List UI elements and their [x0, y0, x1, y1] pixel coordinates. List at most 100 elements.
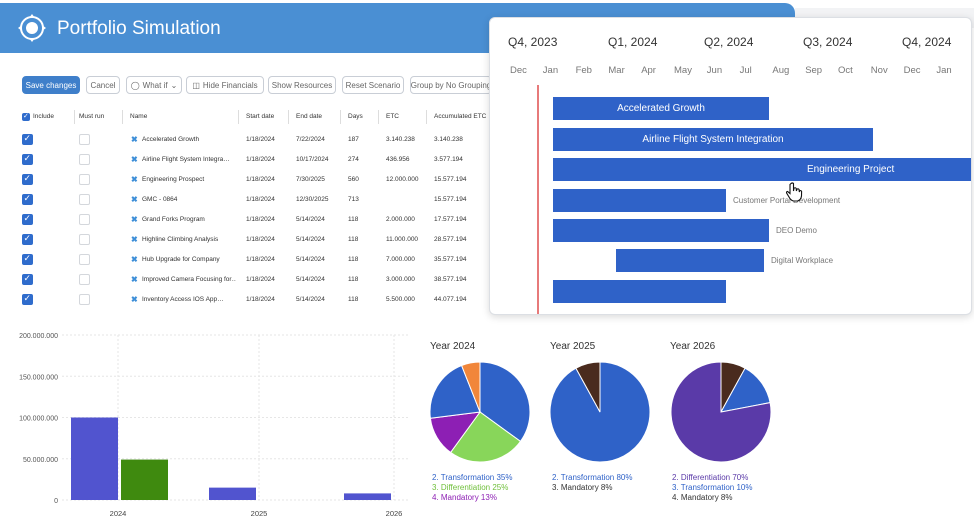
- pie-legend-2024: 2. Transformation 35% 3. Differentiation …: [432, 473, 512, 503]
- gantt-bar[interactable]: Engineering Project: [553, 158, 971, 181]
- month-label: Aug: [772, 65, 790, 76]
- must-run-checkbox[interactable]: [79, 134, 90, 145]
- gantt-bar[interactable]: [553, 280, 726, 303]
- today-marker: [537, 85, 539, 314]
- project-name[interactable]: Highline Climbing Analysis: [142, 236, 219, 243]
- include-checkbox[interactable]: [22, 213, 33, 225]
- project-name[interactable]: Improved Camera Focusing for…: [142, 276, 236, 283]
- month-label: Jan: [936, 65, 952, 76]
- project-name[interactable]: Grand Forks Program: [142, 216, 205, 223]
- project-icon: ✖: [131, 175, 138, 184]
- quarter-label: Q4, 2024: [902, 35, 952, 49]
- start-date: 1/18/2024: [246, 176, 275, 183]
- what-if-button[interactable]: ◯ What if ⌄: [126, 76, 182, 94]
- table-row[interactable]: ✖ GMC - 0864 1/18/2024 12/30/2025 713 15.577.…: [22, 190, 492, 210]
- table-row[interactable]: ✖ Airline Flight System Integra… 1/18/2024…: [22, 150, 492, 170]
- column-divider: [122, 110, 123, 124]
- gantt-bar[interactable]: [616, 249, 764, 272]
- project-name[interactable]: Engineering Prospect: [142, 176, 205, 183]
- hide-financials-label: Hide Financials: [202, 80, 258, 90]
- gantt-bar[interactable]: Accelerated Growth: [553, 97, 769, 120]
- month-label: Jun: [706, 65, 723, 76]
- gantt-bar-label: DEO Demo: [776, 226, 817, 235]
- legend-item: 2. Transformation 35%: [432, 473, 513, 482]
- what-if-label: What if: [142, 80, 168, 90]
- quarter-label: Q2, 2024: [704, 35, 754, 49]
- gantt-bar[interactable]: [553, 219, 769, 242]
- include-checkbox[interactable]: [22, 133, 33, 145]
- gantt-bar[interactable]: Airline Flight System Integration: [553, 128, 873, 151]
- hide-financials-button[interactable]: ◫ Hide Financials: [186, 76, 264, 94]
- project-name[interactable]: Airline Flight System Integra…: [142, 156, 230, 163]
- cancel-button[interactable]: Cancel: [86, 76, 120, 94]
- show-resources-button[interactable]: Show Resources: [268, 76, 336, 94]
- table-row[interactable]: ✖ Improved Camera Focusing for… 1/18/2024 5…: [22, 270, 492, 290]
- pie-title-2024: Year 2024: [430, 341, 476, 352]
- must-run-checkbox[interactable]: [79, 234, 90, 245]
- project-icon: ✖: [131, 155, 138, 164]
- pie-slice[interactable]: [670, 361, 772, 463]
- legend-item: 3. Mandatory 8%: [552, 483, 613, 492]
- pie-slice[interactable]: [479, 361, 531, 443]
- app-logo-icon: [18, 14, 46, 42]
- table-row[interactable]: ✖ Hub Upgrade for Company 1/18/2024 5/14/20…: [22, 250, 492, 270]
- bar-2025-series-0[interactable]: [209, 487, 256, 500]
- must-run-checkbox[interactable]: [79, 154, 90, 165]
- table-row[interactable]: ✖ Inventory Access IOS App… 1/18/2024 5/14/…: [22, 290, 492, 310]
- must-run-checkbox[interactable]: [79, 174, 90, 185]
- table-row[interactable]: ✖ Engineering Prospect 1/18/2024 7/30/2025 5…: [22, 170, 492, 190]
- pie-slice[interactable]: [460, 361, 481, 413]
- project-name[interactable]: Hub Upgrade for Company: [142, 256, 220, 263]
- legend-item: 4. Mandatory 8%: [672, 493, 733, 502]
- bar-2024-series-1[interactable]: [121, 459, 168, 500]
- etc: 436.956: [386, 156, 410, 163]
- must-run-checkbox[interactable]: [79, 294, 90, 305]
- include-checkbox[interactable]: [22, 233, 33, 245]
- must-run-checkbox[interactable]: [79, 274, 90, 285]
- reset-scenario-button[interactable]: Reset Scenario: [342, 76, 404, 94]
- must-run-checkbox[interactable]: [79, 194, 90, 205]
- accumulated-etc: 17.577.194: [434, 216, 467, 223]
- must-run-checkbox[interactable]: [79, 214, 90, 225]
- column-divider: [238, 110, 239, 124]
- include-checkbox[interactable]: [22, 293, 33, 305]
- pie-slice[interactable]: [449, 411, 522, 463]
- month-label: Nov: [870, 65, 888, 76]
- bar-2024-series-0[interactable]: [71, 417, 118, 501]
- month-label: Sep: [805, 65, 823, 76]
- table-row[interactable]: ✖ Highline Climbing Analysis 1/18/2024 5/14…: [22, 230, 492, 250]
- table-row[interactable]: ✖ Grand Forks Program 1/18/2024 5/14/2024 11…: [22, 210, 492, 230]
- month-label: Jul: [739, 65, 752, 76]
- y-tick-label: 0: [54, 498, 58, 505]
- category-pie-charts: Year 2024 Year 2025 Year 2026 2. Transfo…: [420, 335, 800, 515]
- project-icon: ✖: [131, 235, 138, 244]
- must-run-checkbox[interactable]: [79, 254, 90, 265]
- end-date: 5/14/2024: [296, 256, 325, 263]
- pie-slice[interactable]: [575, 361, 601, 413]
- pie-slice[interactable]: [429, 364, 481, 419]
- save-changes-button[interactable]: Save changes: [22, 76, 80, 94]
- accumulated-etc: 3.140.238: [434, 136, 463, 143]
- include-checkbox[interactable]: [22, 193, 33, 205]
- include-checkbox[interactable]: [22, 253, 33, 265]
- days: 560: [348, 176, 359, 183]
- start-date: 1/18/2024: [246, 196, 275, 203]
- project-name[interactable]: Accelerated Growth: [142, 136, 200, 143]
- days: 118: [348, 296, 359, 303]
- include-checkbox[interactable]: [22, 173, 33, 185]
- include-checkbox[interactable]: [22, 273, 33, 285]
- y-tick-label: 150.000.000: [19, 374, 58, 381]
- table-row[interactable]: ✖ Accelerated Growth 1/18/2024 7/22/2024 187…: [22, 130, 492, 150]
- days: 118: [348, 216, 359, 223]
- pie-title-2025: Year 2025: [550, 341, 596, 352]
- group-by-dropdown[interactable]: Group by No Grouping: [410, 76, 492, 94]
- bar-2026-series-0[interactable]: [344, 493, 391, 500]
- project-name[interactable]: Inventory Access IOS App…: [142, 296, 224, 303]
- gantt-bar[interactable]: [553, 189, 726, 212]
- project-name[interactable]: GMC - 0864: [142, 196, 178, 203]
- column-divider: [378, 110, 379, 124]
- include-checkbox[interactable]: [22, 153, 33, 165]
- start-date: 1/18/2024: [246, 296, 275, 303]
- include-all-checkbox[interactable]: [22, 112, 30, 121]
- pie-charts-canvas: [429, 361, 772, 463]
